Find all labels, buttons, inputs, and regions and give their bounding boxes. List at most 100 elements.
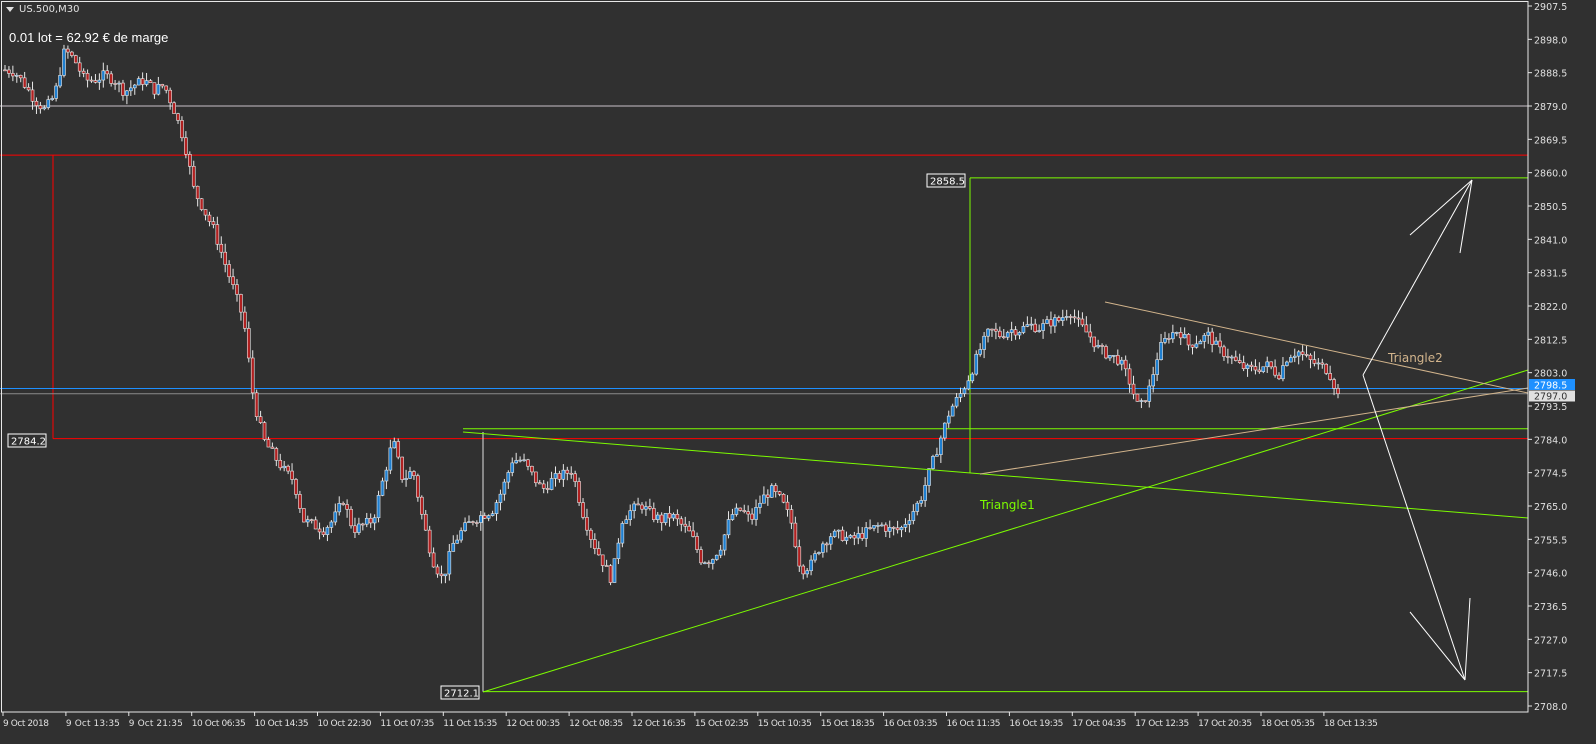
- candle-body: [970, 373, 975, 382]
- candle-body: [561, 469, 566, 480]
- candle: [266, 436, 271, 448]
- candle-body: [243, 311, 247, 329]
- candle: [455, 534, 459, 544]
- candle-body: [813, 553, 817, 561]
- candle-body: [1151, 374, 1155, 387]
- candle: [836, 529, 841, 539]
- candle-body: [742, 510, 747, 512]
- candle: [1045, 315, 1049, 325]
- x-tick-label: 17 Oct 20:35: [1198, 719, 1252, 729]
- candle-body: [730, 514, 735, 520]
- candle: [884, 522, 888, 538]
- candle: [742, 504, 747, 514]
- x-tick-label: 15 Oct 10:35: [758, 719, 812, 729]
- candle-body: [958, 393, 963, 398]
- candle: [1057, 315, 1061, 323]
- candle: [612, 558, 617, 583]
- candle: [777, 490, 782, 497]
- candle-body: [1296, 351, 1301, 357]
- candle: [923, 477, 927, 507]
- candle-body: [1190, 344, 1195, 348]
- candle: [659, 512, 664, 531]
- candle: [50, 95, 54, 101]
- candle: [1139, 398, 1144, 409]
- candle: [1289, 354, 1293, 363]
- candle-body: [1009, 329, 1014, 333]
- candle: [302, 508, 306, 523]
- candle-body: [168, 89, 172, 104]
- candle: [1096, 339, 1100, 349]
- x-tick-label: 9 Oct 2018: [3, 719, 49, 729]
- candle-body: [1033, 323, 1038, 332]
- candle-body: [1155, 359, 1159, 375]
- candle: [439, 565, 444, 584]
- candle-body: [129, 87, 133, 92]
- candle: [726, 511, 731, 539]
- candle-body: [644, 506, 648, 510]
- candle-body: [785, 501, 790, 510]
- candle-body: [451, 542, 456, 552]
- candle: [404, 469, 408, 487]
- candle: [93, 74, 98, 84]
- candle: [624, 515, 629, 524]
- candle-body: [998, 330, 1002, 337]
- candle: [3, 64, 7, 72]
- candle: [180, 116, 184, 142]
- candle-body: [927, 468, 931, 486]
- x-tick-label: 17 Oct 12:35: [1135, 719, 1189, 729]
- candle-body: [156, 84, 161, 95]
- candle-body: [282, 465, 286, 469]
- triangle1-label: Triangle1: [979, 498, 1035, 512]
- dropdown-triangle-icon[interactable]: [6, 6, 14, 12]
- green-high-price-label-box: [926, 173, 966, 188]
- candle: [58, 67, 62, 89]
- candle: [463, 517, 467, 532]
- candle-body: [624, 519, 629, 524]
- chart-objects: [0, 105, 1528, 693]
- candle-body: [459, 530, 463, 541]
- candle: [392, 437, 397, 449]
- candle-body: [235, 284, 239, 295]
- candle: [262, 421, 267, 442]
- candle: [911, 504, 916, 525]
- x-tick-label: 10 Oct 14:35: [255, 719, 309, 729]
- candle-body: [93, 80, 98, 83]
- candle: [243, 306, 247, 332]
- x-tick-label: 12 Oct 08:35: [569, 719, 623, 729]
- candle-body: [655, 514, 660, 520]
- candle: [569, 466, 574, 479]
- candle: [1300, 345, 1305, 361]
- candle-body: [699, 549, 703, 564]
- candle: [1320, 358, 1325, 369]
- chart-overlay-objects: Triangle1 Triangle2 2784.2 2858.5 2712.1: [7, 173, 1529, 700]
- x-tick-label: 11 Oct 07:35: [380, 719, 434, 729]
- candle-body: [766, 494, 770, 498]
- candle-body: [121, 82, 125, 96]
- candle: [758, 495, 762, 514]
- candle-body: [22, 77, 27, 88]
- candle-body: [1143, 400, 1148, 402]
- candle-body: [1300, 351, 1305, 355]
- candle: [722, 534, 727, 556]
- candle: [384, 466, 389, 490]
- candle-body: [663, 512, 668, 523]
- candle: [541, 480, 546, 494]
- candle: [848, 534, 853, 539]
- candle: [1230, 354, 1234, 365]
- candle: [577, 477, 581, 506]
- chart-title[interactable]: US.500,M30: [6, 4, 79, 15]
- candle: [585, 508, 589, 536]
- candle: [982, 332, 986, 359]
- candle-body: [726, 519, 731, 536]
- candle: [962, 386, 967, 397]
- candle: [333, 503, 338, 526]
- candle-body: [1316, 362, 1321, 365]
- candle-body: [26, 87, 31, 91]
- x-tick-label: 10 Oct 06:35: [192, 719, 246, 729]
- candle-body: [38, 105, 43, 110]
- red-level-price-label: 2784.2: [11, 437, 46, 448]
- candle: [561, 464, 566, 487]
- candle: [530, 465, 534, 476]
- candle: [600, 554, 605, 573]
